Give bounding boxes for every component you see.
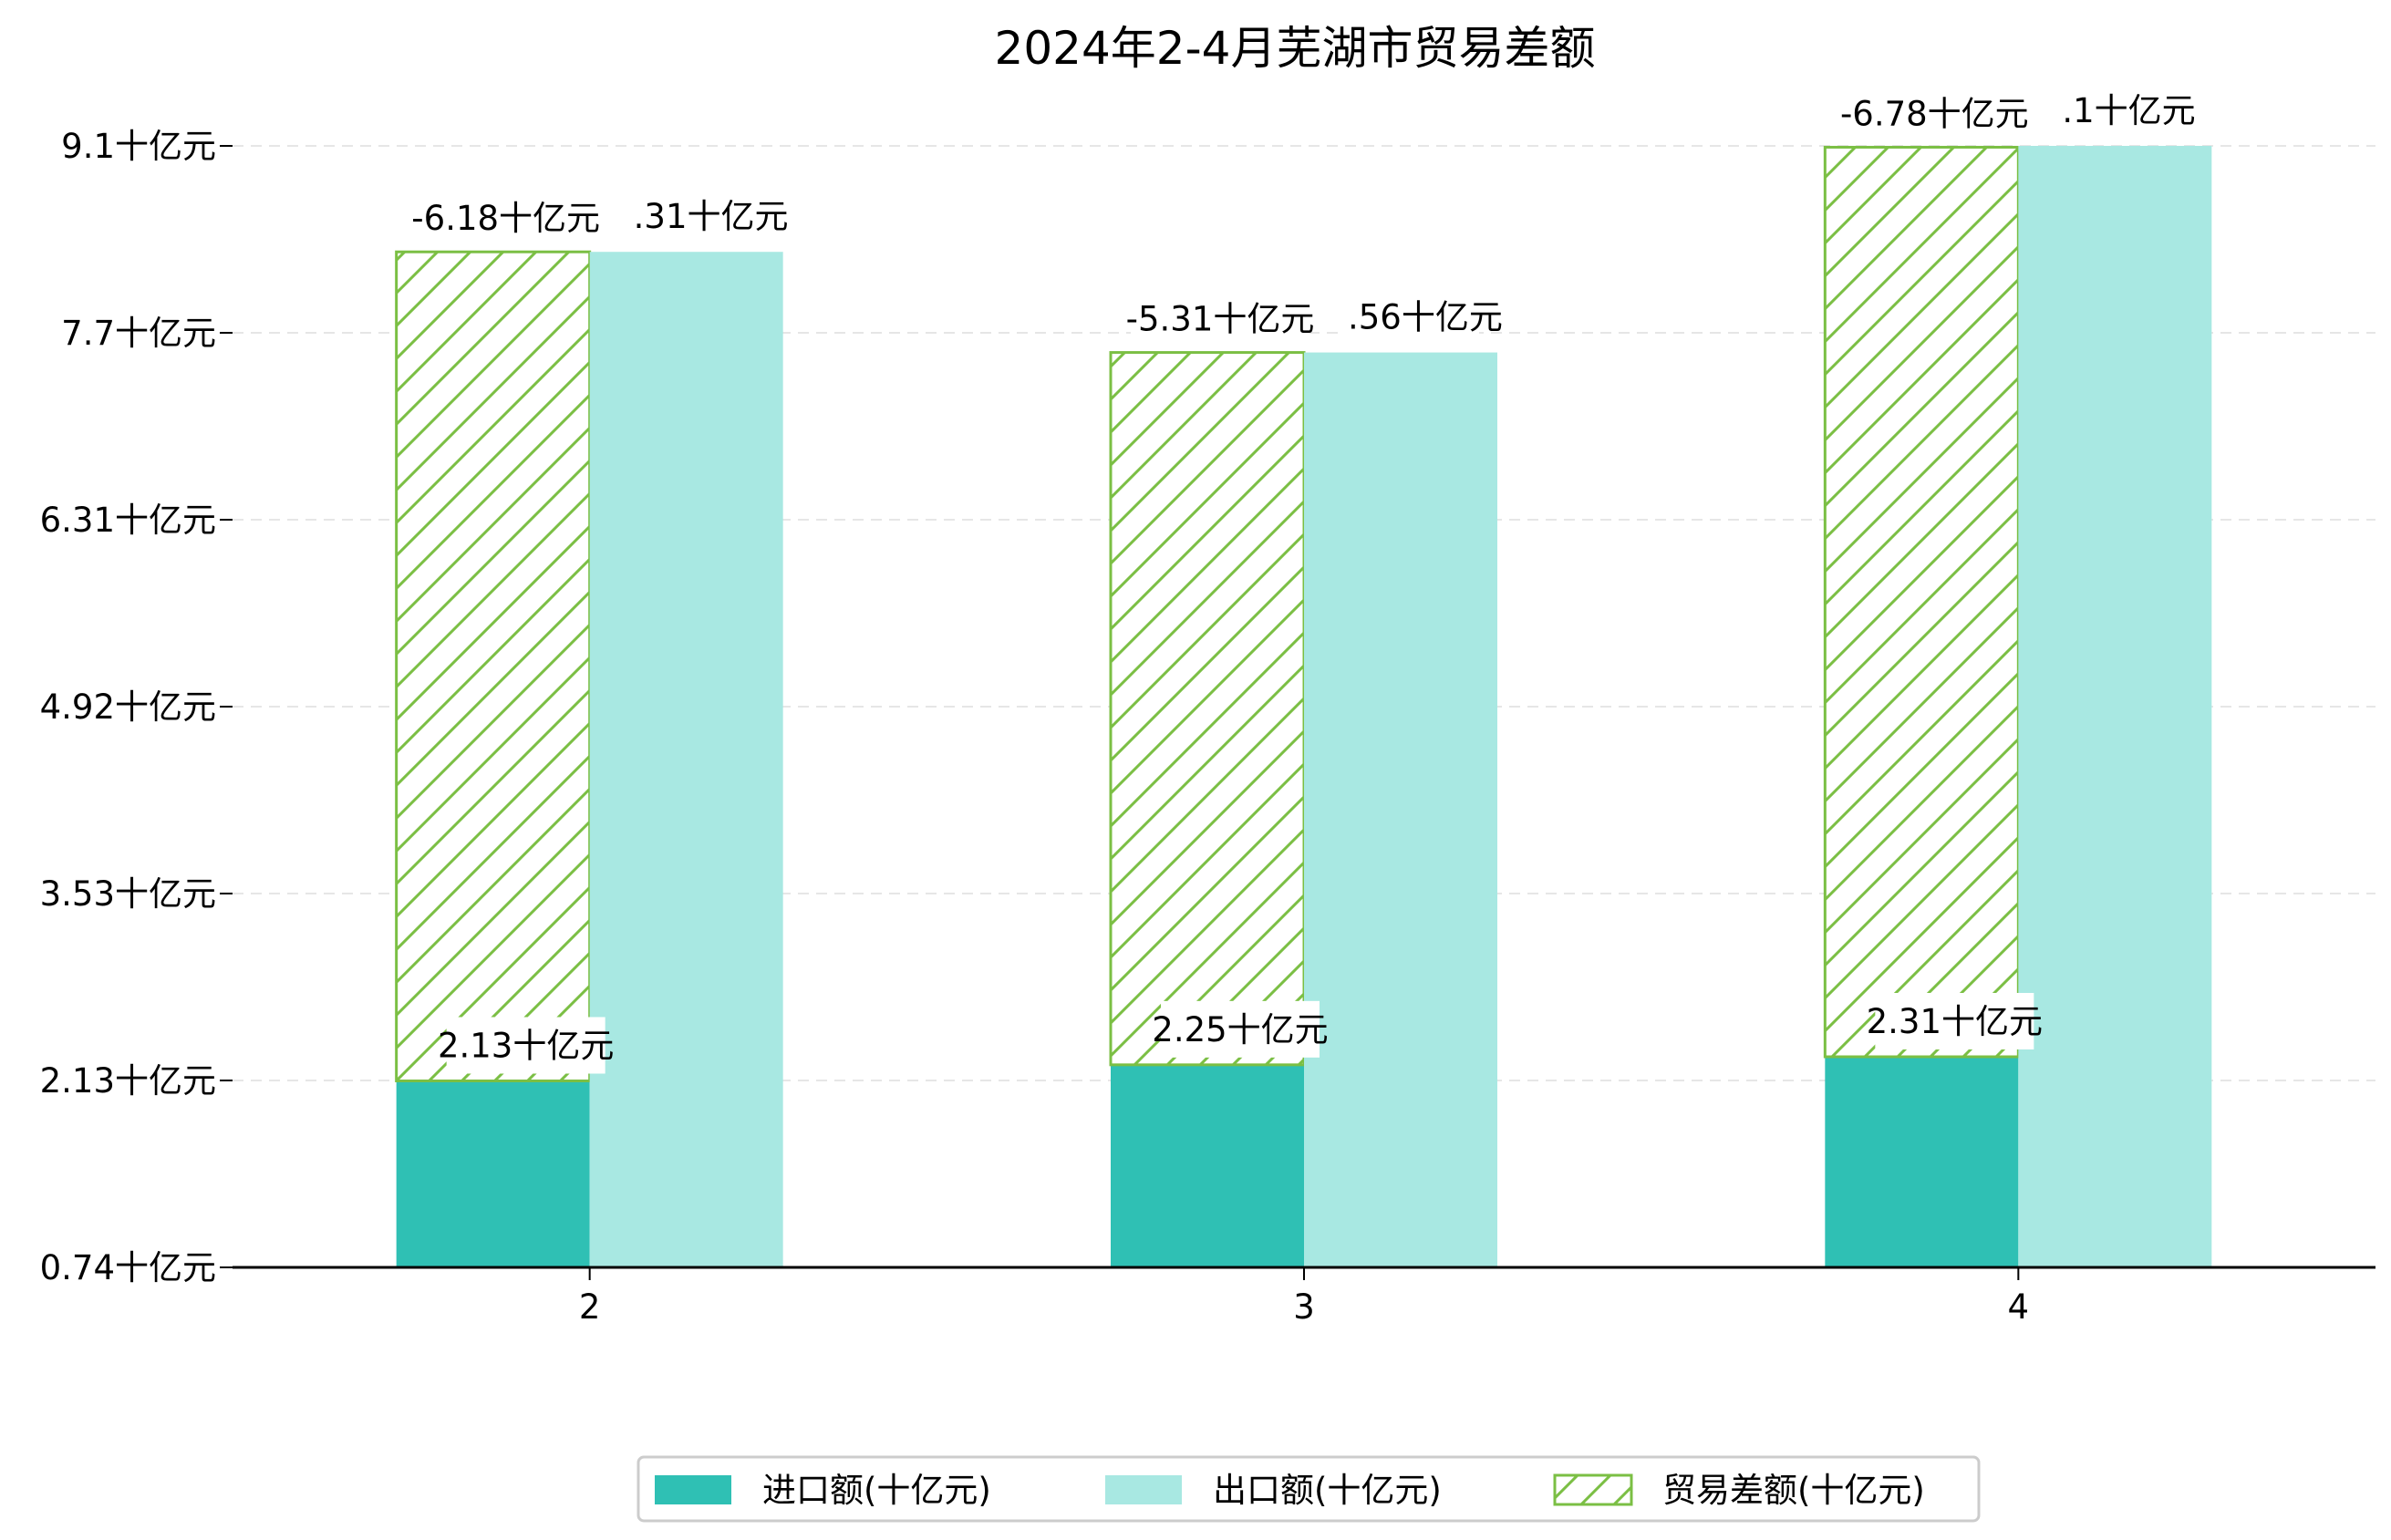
import-data-label: 2.31十亿元 bbox=[1867, 993, 2043, 1050]
import-bar bbox=[1825, 1057, 2019, 1267]
chart-title: 2024年2-4月芜湖市贸易差额 bbox=[995, 22, 1596, 75]
import-data-label-box bbox=[1875, 993, 2034, 1050]
trade-balance-data-label-box bbox=[416, 190, 595, 247]
import-data-label-text: 2.25十亿元 bbox=[1152, 1010, 1328, 1049]
export-data-label-box bbox=[2055, 82, 2174, 139]
data-labels: 2.13十亿元 -6.18十亿元 .31十亿元 2.25十亿元 -5.31十亿元 .56十… bbox=[411, 82, 2196, 1074]
x-tick-label: 4 bbox=[2008, 1287, 2030, 1327]
y-tick-label: 7.7十亿元 bbox=[61, 314, 216, 353]
export-data-label-box bbox=[1340, 288, 1479, 346]
export-data-label-text: .1十亿元 bbox=[2062, 91, 2195, 130]
x-tick-label: 3 bbox=[1293, 1287, 1315, 1327]
export-data-label: .1十亿元 bbox=[2055, 82, 2196, 139]
legend-label: 贸易差额(十亿元) bbox=[1662, 1471, 1925, 1510]
legend-swatch bbox=[655, 1475, 731, 1504]
trade-balance-data-label-text: -5.31十亿元 bbox=[1126, 300, 1315, 339]
legend-swatch bbox=[1105, 1475, 1182, 1504]
export-data-label-box bbox=[626, 188, 765, 245]
import-data-label: 2.25十亿元 bbox=[1152, 1000, 1329, 1058]
trade-balance-bar bbox=[1823, 145, 2020, 1059]
legend-label: 出口额(十亿元) bbox=[1213, 1471, 1442, 1510]
import-data-label-box bbox=[1161, 1000, 1320, 1058]
legend-label: 进口额(十亿元) bbox=[762, 1471, 991, 1510]
y-tick-label: 0.74十亿元 bbox=[40, 1248, 216, 1287]
trade-balance-data-label: -5.31十亿元 bbox=[1126, 290, 1315, 347]
legend-box bbox=[637, 1455, 1981, 1523]
export-data-label: .56十亿元 bbox=[1340, 288, 1503, 346]
axes: 0.74十亿元 2.13十亿元 3.53十亿元 4.92十亿元 6.31十亿元 7.7十亿… bbox=[40, 127, 2375, 1327]
trade-balance-data-label-text: -6.18十亿元 bbox=[411, 199, 600, 238]
trade-balance-bar bbox=[1109, 351, 1306, 1067]
export-data-label-text: .56十亿元 bbox=[1348, 298, 1503, 337]
legend-item: 进口额(十亿元) bbox=[655, 1471, 991, 1510]
trade-balance-data-label: -6.18十亿元 bbox=[411, 190, 600, 247]
legend-swatch bbox=[1553, 1473, 1633, 1506]
legend-item: 出口额(十亿元) bbox=[1105, 1471, 1442, 1510]
export-bar bbox=[2018, 146, 2212, 1267]
import-data-label-text: 2.31十亿元 bbox=[1867, 1002, 2043, 1041]
y-tick-label: 2.13十亿元 bbox=[40, 1061, 216, 1101]
export-data-label: .31十亿元 bbox=[626, 188, 789, 245]
x-tick-label: 2 bbox=[579, 1287, 601, 1327]
legend: 进口额(十亿元) 出口额(十亿元) 贸易差额(十亿元) bbox=[637, 1455, 1981, 1523]
trade-balance-data-label: -6.78十亿元 bbox=[1840, 85, 2029, 142]
export-bar bbox=[589, 252, 783, 1267]
import-data-label: 2.13十亿元 bbox=[438, 1017, 614, 1074]
y-tick-label: 6.31十亿元 bbox=[40, 501, 216, 540]
y-tick-label: 4.92十亿元 bbox=[40, 687, 216, 727]
y-tick-label: 3.53十亿元 bbox=[40, 874, 216, 914]
import-data-label-box bbox=[446, 1017, 606, 1074]
import-data-label-text: 2.13十亿元 bbox=[438, 1026, 614, 1065]
y-tick-label: 9.1十亿元 bbox=[61, 127, 216, 166]
bars bbox=[395, 145, 2212, 1267]
trade-balance-data-label-box bbox=[1845, 85, 2024, 142]
trade-balance-data-label-box bbox=[1131, 290, 1309, 347]
export-bar bbox=[1304, 352, 1497, 1267]
import-bar bbox=[396, 1080, 590, 1267]
export-data-label-text: .31十亿元 bbox=[634, 197, 789, 236]
trade-balance-data-label-text: -6.78十亿元 bbox=[1840, 94, 2029, 133]
trade-balance-bar bbox=[395, 250, 592, 1082]
legend-item: 贸易差额(十亿元) bbox=[1553, 1471, 1925, 1510]
import-bar bbox=[1111, 1064, 1304, 1267]
